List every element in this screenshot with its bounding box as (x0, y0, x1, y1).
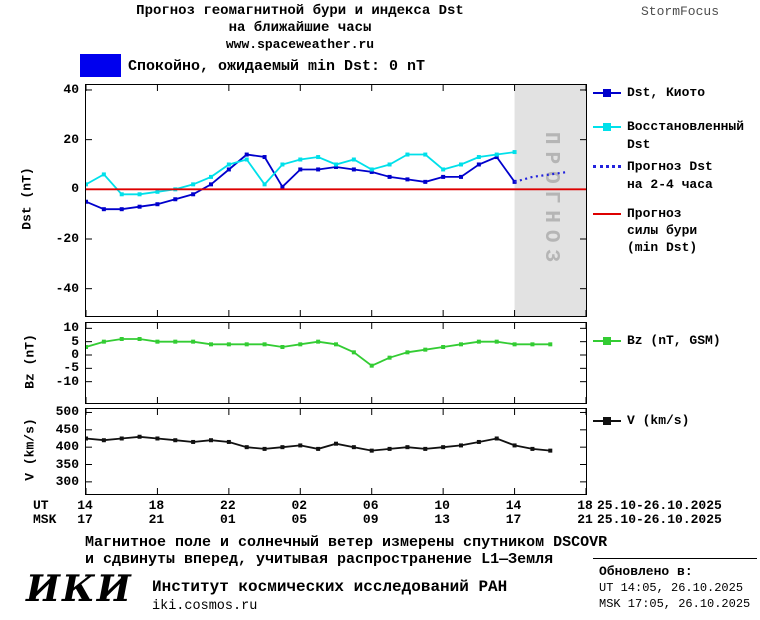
v-markers (84, 434, 553, 453)
legend-label: Dst, Киото (627, 85, 706, 100)
msk-tick-label: 17 (77, 512, 93, 527)
y-tick-label: 300 (55, 473, 79, 489)
brand-name: StormFocus (640, 4, 719, 19)
msk-tick-label: 17 (505, 512, 522, 527)
legend-item-v: V (km/s) (593, 413, 689, 428)
iki-logo: ИКИ (26, 568, 133, 610)
msk-tick-label: 09 (362, 512, 379, 527)
forecast-legend-marker-icon (593, 162, 621, 172)
source-site-text: www.spaceweather.ru (225, 37, 375, 52)
msk-tick-label: 21 (148, 512, 165, 527)
data-source-note-line2: и сдвинуты вперед, учитывая распростране… (85, 551, 554, 568)
msk-tick-label: 01 (220, 512, 236, 527)
ut-row-label: UT (33, 498, 49, 513)
ut-tick-label: 18 (148, 498, 165, 513)
restored-markers (84, 150, 517, 197)
ut-tick-label: 14 (77, 498, 93, 513)
v-legend-marker-icon (593, 416, 621, 426)
y-tick-label: 5 (71, 333, 79, 349)
y-tick-label: 20 (63, 131, 79, 147)
page-title-line2: на ближайшие часы (228, 20, 372, 36)
y-tick-label: -10 (55, 373, 79, 389)
ut-tick-label: 14 (505, 498, 522, 513)
y-tick-label: -40 (55, 280, 79, 296)
updated-time-ut: UT 14:05, 26.10.2025 (599, 581, 744, 595)
legend-label: Bz (nT, GSM) (627, 333, 721, 348)
msk-row-label: MSK (33, 512, 57, 527)
bz-markers (84, 337, 553, 368)
ut-tick-label: 10 (434, 498, 450, 513)
updated-divider (593, 558, 757, 559)
forecast-band (514, 85, 586, 316)
y-tick-label: 400 (55, 439, 79, 455)
panel-v-svg (84, 409, 587, 494)
legend-label-min-dst-3: (min Dst) (627, 240, 698, 255)
legend-item-dst-kyoto: Dst, Киото (593, 85, 705, 100)
dst-chart-panel: ПРОГНОЗ (84, 84, 587, 317)
bz-legend-marker-icon (593, 336, 621, 346)
panel-bz-svg (84, 323, 587, 403)
y-tick-label: 500 (55, 404, 79, 420)
v-chart-panel (84, 408, 587, 495)
legend-item-bz: Bz (nT, GSM) (593, 333, 721, 348)
y-tick-label: 450 (55, 421, 79, 437)
legend-label: Прогноз (627, 206, 682, 221)
msk-tick-label: 21 (577, 512, 593, 527)
data-source-note-line1: Магнитное поле и солнечный ветер измерен… (85, 534, 608, 551)
kyoto-line (85, 153, 516, 211)
y-tick-label: -5 (63, 360, 79, 376)
page-title-line1: Прогноз геомагнитной бури и индекса Dst (136, 3, 464, 19)
legend-item-restored-dst: Восстановленный (593, 119, 744, 134)
y-tick-label: 10 (63, 320, 79, 336)
status-color-box (80, 54, 121, 77)
legend-label: Восстановленный (627, 119, 745, 134)
y-tick-label: -20 (55, 231, 79, 246)
forecast-band-label: ПРОГНОЗ (539, 132, 562, 269)
kyoto-legend-marker-icon (593, 88, 621, 98)
msk-date-range: 25.10-26.10.2025 (597, 512, 722, 527)
panel-dst-svg: ПРОГНОЗ (84, 85, 587, 316)
ut-date-range: 25.10-26.10.2025 (597, 498, 722, 513)
y-tick-label: 0 (71, 347, 79, 362)
kyoto-markers (84, 152, 517, 212)
min-dst-legend-marker-icon (593, 209, 621, 219)
bz-chart-panel (84, 322, 587, 404)
updated-time-msk: MSK 17:05, 26.10.2025 (599, 597, 751, 611)
legend-label-restored-2: Dst (627, 137, 651, 152)
forecast-line (514, 170, 569, 183)
ut-tick-label: 18 (577, 498, 593, 513)
status-text: Спокойно, ожидаемый min Dst: 0 nT (128, 58, 426, 75)
legend-label: V (km/s) (627, 413, 690, 428)
institute-name: Институт космических исследований РАН (152, 578, 508, 596)
legend-item-min-dst: Прогноз (593, 206, 682, 221)
msk-tick-label: 05 (291, 512, 308, 527)
msk-tick-label: 13 (434, 512, 450, 527)
legend-label-forecast-2: на 2-4 часа (627, 177, 713, 192)
y-tick-label: 0 (71, 181, 79, 197)
legend-item-forecast-dst: Прогноз Dst (593, 159, 713, 174)
legend-label-min-dst-2: силы бури (627, 223, 698, 238)
restored-legend-marker-icon (593, 122, 621, 132)
y-tick-label: 40 (63, 81, 79, 97)
ut-tick-label: 22 (220, 498, 236, 513)
ut-tick-label: 02 (291, 498, 308, 513)
iki-site-text: iki.cosmos.ru (152, 599, 258, 614)
ut-tick-label: 06 (362, 498, 379, 513)
legend-label: Прогноз Dst (627, 159, 713, 174)
updated-title: Обновлено в: (599, 564, 693, 579)
y-tick-label: 350 (55, 456, 79, 472)
